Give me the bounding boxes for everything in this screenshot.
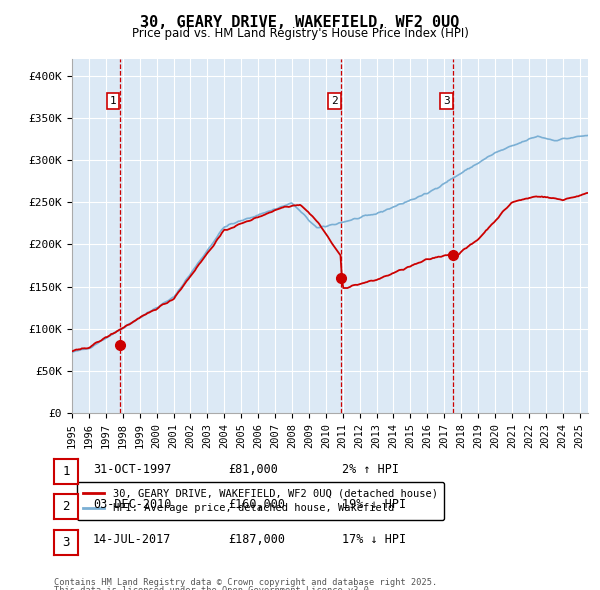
Text: Contains HM Land Registry data © Crown copyright and database right 2025.: Contains HM Land Registry data © Crown c…: [54, 578, 437, 587]
Text: Price paid vs. HM Land Registry's House Price Index (HPI): Price paid vs. HM Land Registry's House …: [131, 27, 469, 40]
Text: 19% ↓ HPI: 19% ↓ HPI: [342, 498, 406, 511]
Legend: 30, GEARY DRIVE, WAKEFIELD, WF2 0UQ (detached house), HPI: Average price, detach: 30, GEARY DRIVE, WAKEFIELD, WF2 0UQ (det…: [77, 482, 444, 520]
Text: 3: 3: [62, 536, 70, 549]
Text: 17% ↓ HPI: 17% ↓ HPI: [342, 533, 406, 546]
Text: 2: 2: [62, 500, 70, 513]
Text: This data is licensed under the Open Government Licence v3.0.: This data is licensed under the Open Gov…: [54, 586, 374, 590]
Text: 03-DEC-2010: 03-DEC-2010: [93, 498, 172, 511]
Text: £81,000: £81,000: [228, 463, 278, 476]
Text: 2% ↑ HPI: 2% ↑ HPI: [342, 463, 399, 476]
Text: 2: 2: [331, 96, 338, 106]
Text: 14-JUL-2017: 14-JUL-2017: [93, 533, 172, 546]
Text: 31-OCT-1997: 31-OCT-1997: [93, 463, 172, 476]
Text: 30, GEARY DRIVE, WAKEFIELD, WF2 0UQ: 30, GEARY DRIVE, WAKEFIELD, WF2 0UQ: [140, 15, 460, 30]
Text: 3: 3: [443, 96, 450, 106]
Text: £187,000: £187,000: [228, 533, 285, 546]
Text: 1: 1: [62, 465, 70, 478]
Text: £160,000: £160,000: [228, 498, 285, 511]
Text: 1: 1: [110, 96, 116, 106]
